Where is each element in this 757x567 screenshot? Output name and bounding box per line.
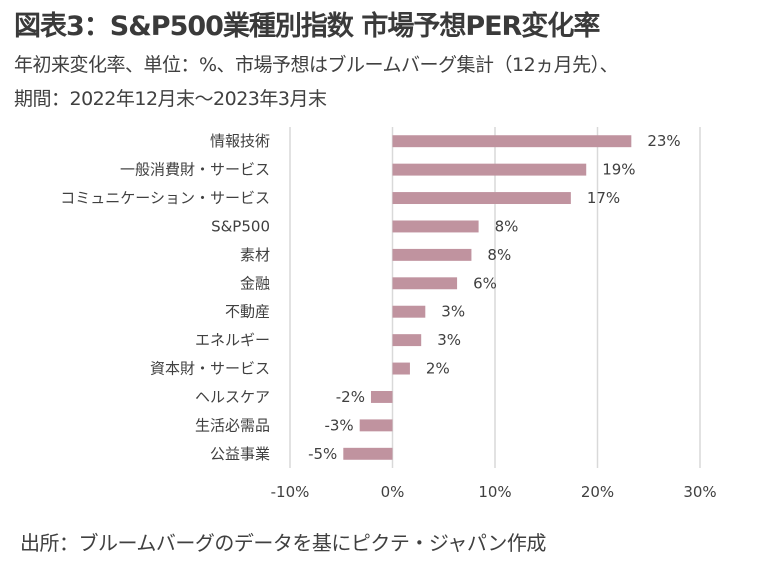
category-label: 金融 xyxy=(240,274,270,292)
data-label: 6% xyxy=(473,274,497,292)
data-label: 8% xyxy=(487,246,511,264)
data-label: 2% xyxy=(426,360,450,378)
bar xyxy=(359,419,393,432)
bar xyxy=(392,163,587,176)
data-label: 17% xyxy=(587,189,620,207)
data-label: 19% xyxy=(602,161,635,179)
chart-title: 図表3：S&P500業種別指数 市場予想PER変化率 xyxy=(14,11,600,42)
category-label: 不動産 xyxy=(225,303,270,321)
bar xyxy=(343,447,393,460)
bar xyxy=(392,248,472,261)
bar xyxy=(370,390,393,403)
bar xyxy=(392,220,479,233)
data-label: -3% xyxy=(324,416,353,434)
chart-subtitle-line1: 年初来変化率、単位：%、市場予想はブルームバーグ集計（12ヵ月先）、 xyxy=(14,54,619,76)
x-tick-label: 10% xyxy=(478,483,511,501)
bar xyxy=(392,277,458,290)
x-tick-label: -10% xyxy=(271,483,310,501)
source-note: 出所：ブルームバーグのデータを基にピクテ・ジャパン作成 xyxy=(20,531,546,555)
category-label: 生活必需品 xyxy=(195,416,270,434)
x-tick-label: 0% xyxy=(381,483,405,501)
category-label: ヘルスケア xyxy=(195,388,270,406)
category-label: エネルギー xyxy=(195,331,270,349)
bar xyxy=(392,192,571,205)
bar xyxy=(392,135,632,148)
data-labels: 23% 19% 17% 8% 8% 6% 3% 3% 2% -2% -3% -5% xyxy=(308,132,681,463)
bar xyxy=(392,305,426,318)
bars xyxy=(343,135,632,460)
category-label: コミュニケーション・サービス xyxy=(60,189,270,207)
category-label: 素材 xyxy=(240,246,270,264)
data-label: 3% xyxy=(437,331,461,349)
chart-subtitle-line2: 期間：2022年12月末～2023年3月末 xyxy=(14,88,327,110)
data-label: -5% xyxy=(308,445,337,463)
x-axis-ticks: -10% 0% 10% 20% 30% xyxy=(271,483,717,501)
bar xyxy=(392,362,410,375)
category-label: 情報技術 xyxy=(210,132,270,150)
x-tick-label: 20% xyxy=(581,483,614,501)
x-tick-label: 30% xyxy=(683,483,716,501)
category-label: 公益事業 xyxy=(210,445,270,463)
bar xyxy=(392,334,422,347)
category-label: 一般消費財・サービス xyxy=(120,161,270,179)
category-label: 資本財・サービス xyxy=(150,360,270,378)
data-label: 3% xyxy=(441,303,465,321)
data-label: 23% xyxy=(647,132,680,150)
gridlines xyxy=(289,127,701,468)
data-label: 8% xyxy=(495,217,519,235)
category-label: S&P500 xyxy=(211,217,270,235)
data-label: -2% xyxy=(336,388,365,406)
